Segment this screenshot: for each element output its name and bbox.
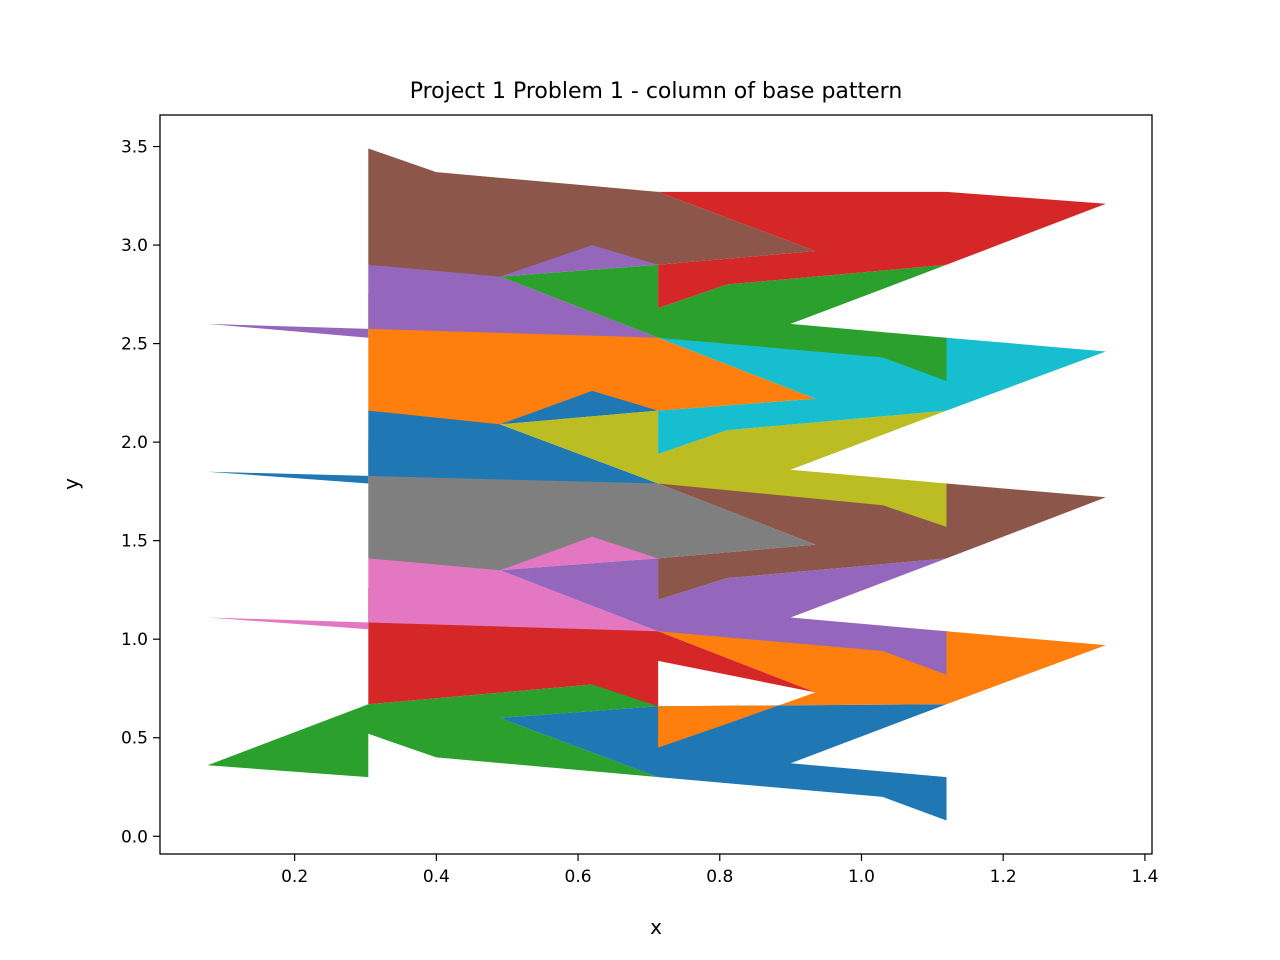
pattern-polygon-3 [658, 631, 1106, 748]
x-axis-label: x [650, 915, 662, 939]
y-tick-label: 3.5 [121, 138, 148, 158]
y-tick-label: 0.0 [121, 827, 148, 847]
plot-frame [159, 114, 1153, 855]
y-tick-label: 1.0 [121, 630, 148, 650]
pattern-polygon-15 [658, 191, 1106, 309]
pattern-polygon-10 [500, 410, 947, 527]
y-axis-label: y [59, 478, 83, 490]
x-axis: 0.2 0.4 0.6 0.8 1.0 1.2 1.4 [281, 854, 1158, 887]
pattern-polygon-16 [368, 148, 816, 277]
x-tick-label: 1.4 [1131, 867, 1158, 887]
x-tick-label: 0.4 [423, 867, 450, 887]
x-tick-label: 1.2 [990, 867, 1017, 887]
pattern-polygon-2 [500, 704, 947, 821]
y-tick-label: 3.0 [121, 236, 148, 256]
y-tick-label: 2.0 [121, 433, 148, 453]
pattern-polygon-1 [207, 660, 659, 778]
pattern-polygon-6 [500, 558, 947, 675]
x-tick-label: 0.6 [565, 867, 592, 887]
x-tick-label: 0.2 [281, 867, 308, 887]
x-tick-label: 0.8 [706, 867, 733, 887]
y-tick-label: 0.5 [121, 729, 148, 749]
pattern-polygon-11 [658, 337, 1106, 454]
chart-title: Project 1 Problem 1 - column of base pat… [410, 79, 903, 104]
y-tick-label: 2.5 [121, 335, 148, 355]
y-axis: 0.0 0.5 1.0 1.5 2.0 2.5 3.0 3.5 [121, 138, 160, 847]
x-tick-label: 1.0 [848, 867, 875, 887]
y-tick-label: 1.5 [121, 532, 148, 552]
pattern-polygon-7 [658, 483, 1106, 600]
pattern-polygon-14 [500, 264, 947, 381]
polygon-layer [207, 148, 1106, 821]
